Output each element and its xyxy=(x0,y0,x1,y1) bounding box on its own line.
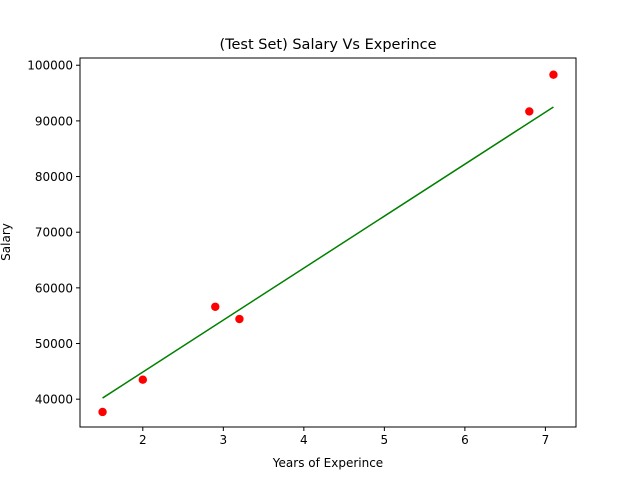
data-point xyxy=(138,375,148,384)
regression-line xyxy=(102,106,554,399)
x-axis-label: Years of Experince xyxy=(272,456,383,470)
x-tick-label: 7 xyxy=(542,433,550,447)
y-tick-label: 70000 xyxy=(35,226,73,240)
y-axis-label: Salary xyxy=(0,223,13,261)
y-tick-label: 100000 xyxy=(27,59,73,73)
y-tick-label: 50000 xyxy=(35,337,73,351)
y-tick-label: 60000 xyxy=(35,281,73,295)
data-point xyxy=(98,407,107,417)
y-tick-label: 40000 xyxy=(35,393,73,407)
axes-frame xyxy=(79,57,577,428)
data-point xyxy=(211,302,220,311)
data-point xyxy=(549,70,558,79)
chart-title: (Test Set) Salary Vs Experince xyxy=(219,37,436,53)
x-tick-label: 4 xyxy=(300,433,308,447)
axes: 2 3 4 5 6 7 40000 50000 60000 70000 80000 90000 1000… xyxy=(27,57,577,447)
x-tick-label: 5 xyxy=(381,433,389,447)
y-tick-label: 90000 xyxy=(35,114,73,128)
x-tick-label: 3 xyxy=(220,433,228,447)
x-tick-label: 2 xyxy=(139,433,147,447)
data-point xyxy=(235,314,244,324)
x-tick-label: 6 xyxy=(461,433,469,447)
y-tick-label: 80000 xyxy=(35,170,73,184)
data-point xyxy=(525,107,534,116)
plot-area xyxy=(98,70,558,417)
